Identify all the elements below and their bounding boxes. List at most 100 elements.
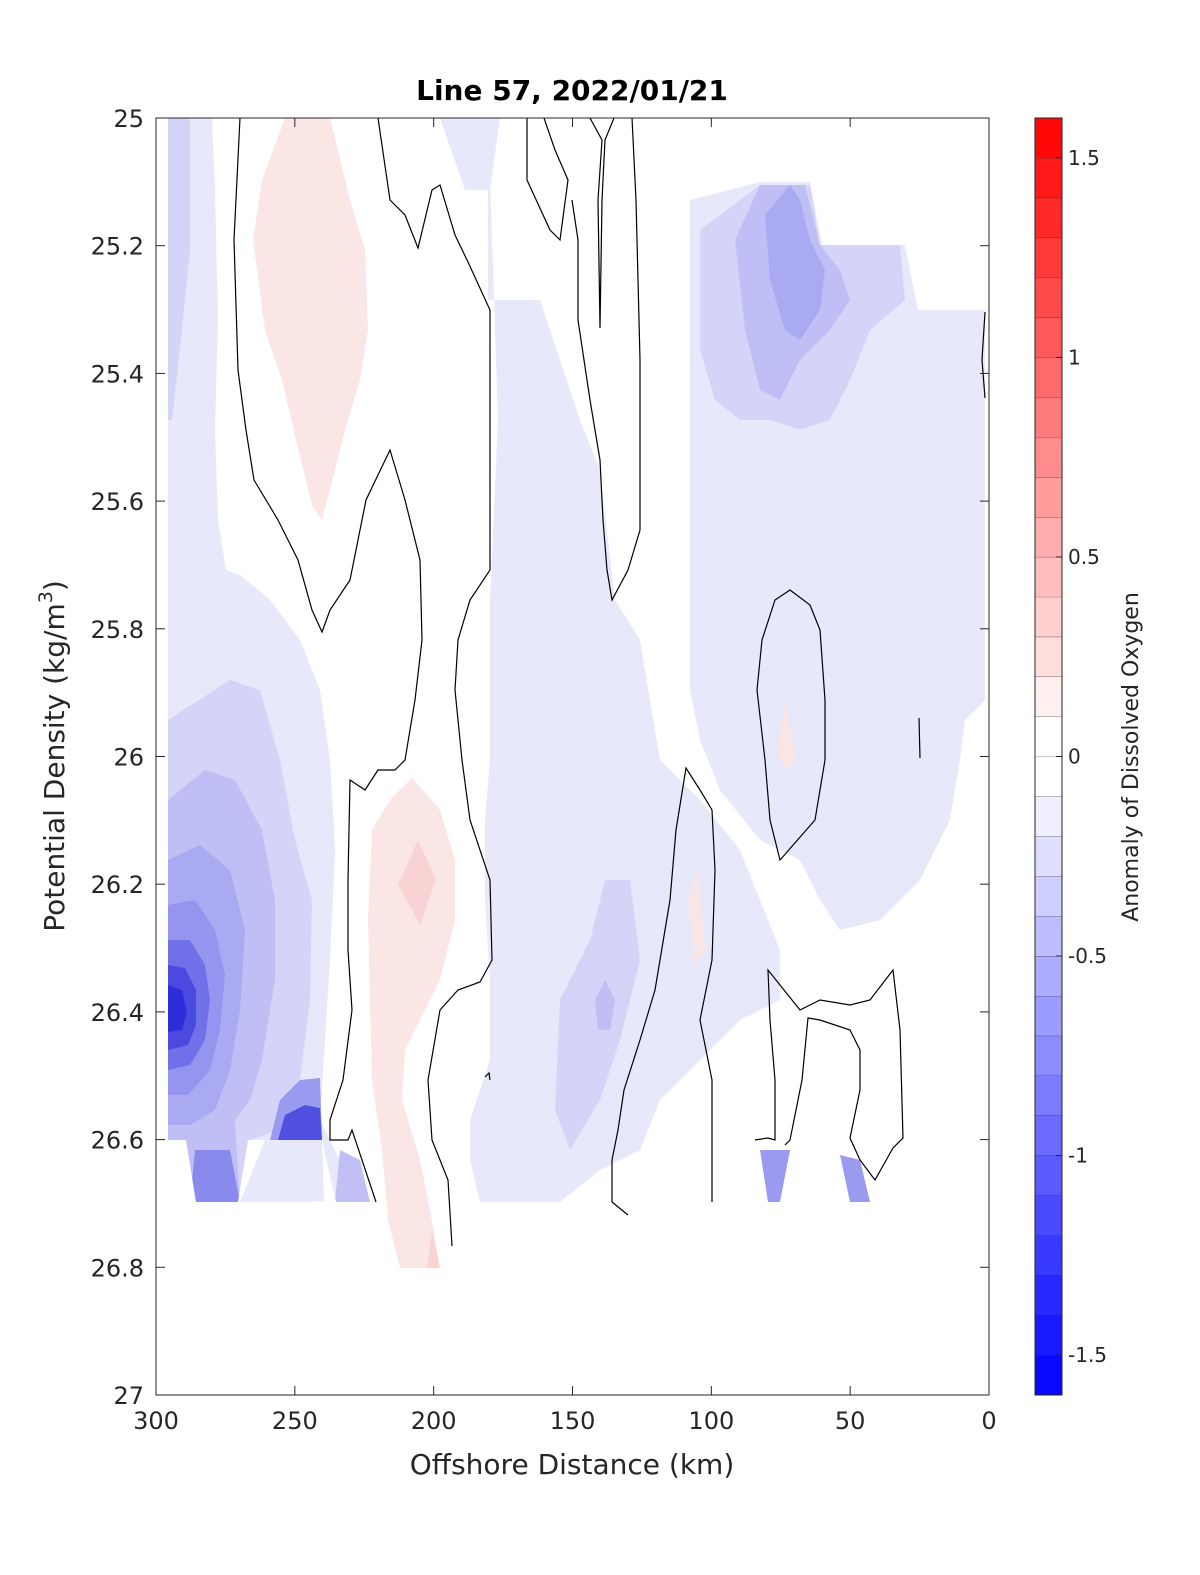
colorbar-segment <box>1035 1075 1062 1116</box>
y-tick-label: 25 <box>113 105 144 133</box>
chart-title: Line 57, 2022/01/21 <box>416 74 728 107</box>
colorbar: -1.5 -1 -0.5 0 0.5 1 1.5 <box>1034 117 1107 1396</box>
colorbar-segment <box>1035 1155 1062 1196</box>
contour-fill-layer <box>156 118 989 1395</box>
colorbar-segment <box>1035 517 1062 557</box>
colorbar-segment <box>1035 197 1062 238</box>
colorbar-segment <box>1035 237 1062 278</box>
fill-bottom-low-4 <box>190 1150 240 1202</box>
colorbar-segment <box>1035 636 1062 677</box>
colorbar-segment <box>1035 796 1062 837</box>
colorbar-segment <box>1035 118 1062 158</box>
zero-contour-7 <box>756 589 826 862</box>
colorbar-segment <box>1035 1115 1062 1156</box>
fill-band-n04-right <box>765 185 825 340</box>
colorbar-segment <box>1035 1235 1062 1276</box>
colorbar-segment <box>1035 1315 1062 1356</box>
colorbar-segment <box>1035 1035 1062 1076</box>
x-tick-label: 0 <box>981 1407 996 1435</box>
y-axis-title-end: ) <box>38 580 71 591</box>
fill-band-n03-center <box>595 980 615 1030</box>
fill-bottom-low-2 <box>278 1105 322 1140</box>
colorbar-segment <box>1035 716 1062 757</box>
x-axis-title: Offshore Distance (km) <box>410 1448 735 1481</box>
zero-contour-9 <box>918 717 921 759</box>
colorbar-segment <box>1035 477 1062 518</box>
colorbar-segment <box>1035 1275 1062 1316</box>
nodata-mask-bottom <box>156 1202 989 1395</box>
colorbar-tick-label: 1.5 <box>1068 146 1100 170</box>
zero-contour-layer <box>233 118 986 1247</box>
y-tick-label: 25.8 <box>91 616 144 644</box>
colorbar-segment <box>1035 995 1062 1036</box>
colorbar-segment <box>1035 676 1062 717</box>
nodata-mask-bottom-left-gap <box>168 1140 336 1202</box>
y-tick-label: 26 <box>113 744 144 772</box>
fill-positive-bottom-core <box>427 1232 440 1268</box>
y-tick-label: 25.2 <box>91 233 144 261</box>
colorbar-tick-label: 1 <box>1068 345 1081 369</box>
y-tick-label: 26.2 <box>91 871 144 899</box>
fill-band-n01-top <box>440 118 500 190</box>
colorbar-segment <box>1035 876 1062 917</box>
colorbar-segment <box>1035 1355 1062 1395</box>
zero-contour-4 <box>589 118 615 329</box>
colorbar-segment <box>1035 397 1062 438</box>
x-tick-label: 200 <box>411 1407 457 1435</box>
zero-contour-10 <box>981 311 986 399</box>
colorbar-segment <box>1035 317 1062 358</box>
fill-bottom-low-5 <box>760 1150 870 1202</box>
x-tick-label: 150 <box>550 1407 596 1435</box>
zero-contour-2 <box>377 118 493 1247</box>
fill-positive-right-2 <box>778 700 796 770</box>
colorbar-segment <box>1035 157 1062 198</box>
y-axis-title-superscript: 3 <box>35 591 57 603</box>
colorbar-segment <box>1035 596 1062 637</box>
fill-bottom-low-3 <box>335 1150 370 1202</box>
fill-positive-right-1 <box>688 870 705 965</box>
colorbar-segment <box>1035 277 1062 318</box>
zero-contour-11 <box>484 1071 491 1081</box>
y-axis-title-main: Potential Density (kg/m <box>38 603 71 932</box>
colorbar-title: Anomaly of Dissolved Oxygen <box>1119 592 1144 922</box>
nodata-mask-topright-2 <box>690 118 808 182</box>
colorbar-segment <box>1035 1195 1062 1236</box>
colorbar-segment <box>1035 756 1062 797</box>
zero-contour-5 <box>571 118 641 602</box>
fill-positive-mid-core <box>398 840 436 925</box>
colorbar-tick-label: 0 <box>1068 745 1081 769</box>
fill-positive-upper <box>253 118 368 520</box>
colorbar-segment <box>1035 956 1062 996</box>
y-axis-title: Potential Density (kg/m3) <box>35 580 71 932</box>
y-tick-label: 26.6 <box>91 1127 144 1155</box>
colorbar-segment <box>1035 916 1062 957</box>
zero-contour-1 <box>233 118 423 1203</box>
x-tick-label: 100 <box>688 1407 734 1435</box>
colorbar-tick-label: -1.5 <box>1068 1343 1107 1367</box>
colorbar-tick-label: -0.5 <box>1068 944 1107 968</box>
x-axis: 300 250 200 150 100 50 0 <box>133 118 997 1435</box>
nodata-mask-topright <box>808 118 989 310</box>
zero-contour-6b <box>611 1201 629 1216</box>
y-tick-label: 25.6 <box>91 488 144 516</box>
y-axis: 25 25.2 25.4 25.6 25.8 26 26.2 26.4 26.6 26.8 27 <box>91 105 989 1410</box>
y-tick-label: 27 <box>113 1382 144 1410</box>
zero-contour-6 <box>611 766 716 1202</box>
colorbar-segment <box>1035 437 1062 478</box>
fill-band-n02-upperleft <box>168 118 190 420</box>
y-tick-label: 26.4 <box>91 999 144 1027</box>
fill-band-n13 <box>168 985 187 1032</box>
y-tick-label: 26.8 <box>91 1254 144 1282</box>
colorbar-tick-label: 0.5 <box>1068 545 1100 569</box>
x-tick-label: 50 <box>835 1407 866 1435</box>
colorbar-segment <box>1035 836 1062 877</box>
x-tick-label: 300 <box>133 1407 179 1435</box>
colorbar-segment <box>1035 556 1062 597</box>
zero-contour-8 <box>754 968 904 1182</box>
colorbar-tick-label: -1 <box>1068 1144 1088 1168</box>
y-tick-label: 25.4 <box>91 360 144 388</box>
x-tick-label: 250 <box>272 1407 318 1435</box>
colorbar-segment <box>1035 357 1062 398</box>
fill-positive-mid <box>368 778 455 1268</box>
